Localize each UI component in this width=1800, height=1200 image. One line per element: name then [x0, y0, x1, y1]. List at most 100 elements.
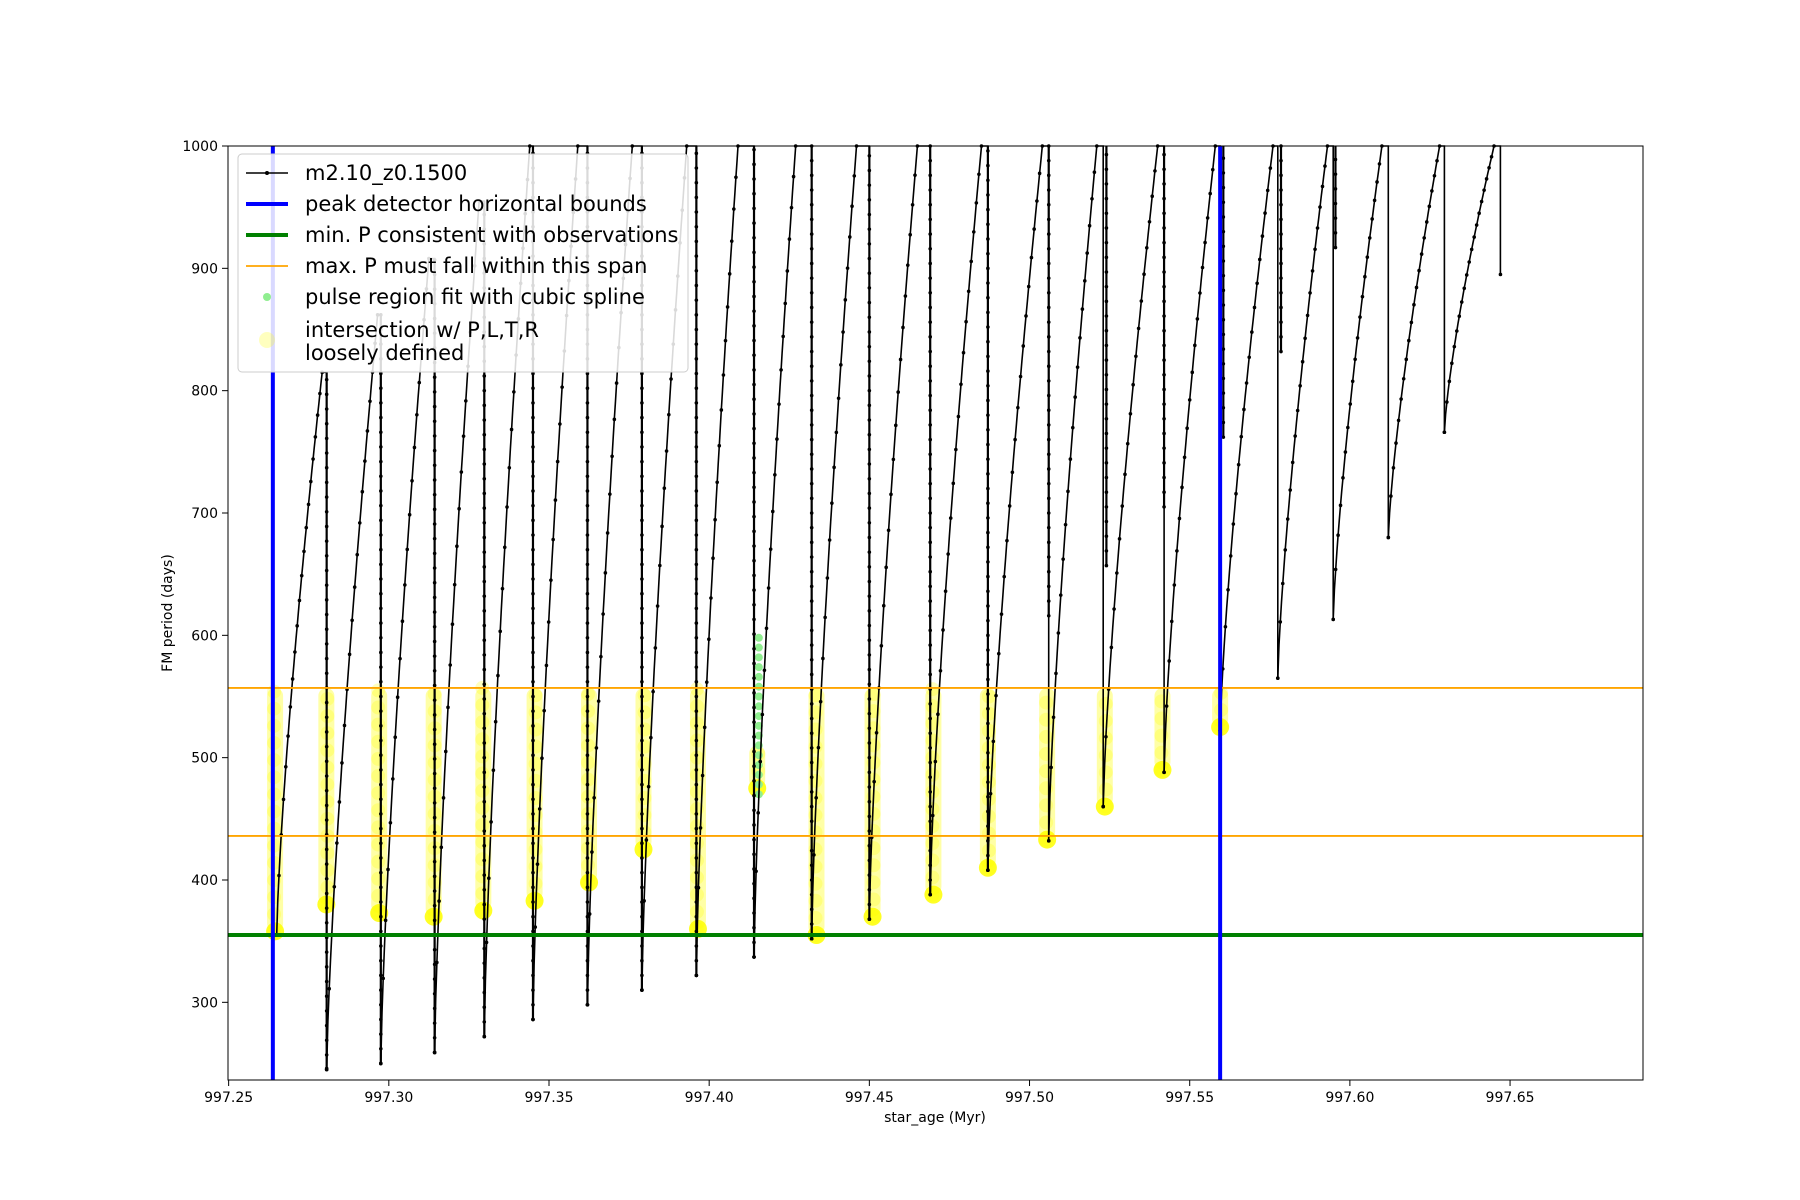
track-point	[867, 286, 872, 290]
track-point	[928, 878, 933, 882]
intersection-point	[528, 688, 543, 703]
track-point	[531, 958, 535, 963]
track-point	[1221, 420, 1226, 425]
track-point	[809, 746, 814, 750]
track-point	[585, 870, 590, 875]
track-point	[809, 790, 814, 794]
track-point	[986, 295, 990, 300]
track-point	[752, 544, 756, 548]
track-point	[783, 301, 788, 306]
track-point	[432, 404, 437, 409]
track-point	[694, 268, 699, 273]
track-point	[1046, 599, 1051, 603]
track-point	[432, 610, 437, 614]
x-tick-label: 997.40	[685, 1090, 734, 1106]
intersection-point	[925, 870, 940, 885]
track-point	[432, 536, 437, 541]
track-drop	[1162, 146, 1166, 509]
track-point	[1092, 170, 1097, 175]
track-point	[1333, 245, 1338, 250]
intersection-point	[580, 873, 599, 892]
track-point	[986, 237, 990, 241]
intersection-point	[637, 705, 652, 720]
track-point	[986, 501, 990, 506]
track-point	[505, 505, 509, 509]
track-point	[986, 809, 990, 814]
track-point	[585, 914, 590, 919]
track-point	[867, 198, 872, 202]
track-point	[1115, 571, 1119, 575]
y-tick-label: 500	[191, 751, 218, 767]
track-point	[1459, 300, 1464, 304]
track-point	[1104, 152, 1109, 157]
track-point	[379, 562, 383, 567]
track-point	[432, 771, 437, 776]
track-point	[585, 958, 590, 963]
track-point	[1162, 505, 1166, 509]
track-point	[827, 538, 832, 542]
track-point	[986, 369, 990, 373]
track-point	[1162, 270, 1166, 274]
intersection-point	[1039, 712, 1054, 727]
track-point	[1080, 307, 1085, 311]
track-point	[1422, 236, 1426, 240]
track-point	[313, 435, 318, 439]
track-point	[324, 906, 329, 910]
track-point	[379, 929, 383, 934]
track-point	[432, 580, 437, 585]
track-point	[752, 338, 756, 343]
track-point	[1104, 563, 1109, 568]
track-point	[585, 459, 590, 464]
track-point	[482, 594, 487, 598]
track-point	[1046, 320, 1051, 324]
track-point	[482, 667, 487, 672]
track-point	[1279, 335, 1283, 339]
track-point	[432, 698, 437, 702]
track-line	[1443, 145, 1502, 433]
legend-label: intersection w/ P,L,T,R	[305, 318, 539, 342]
track-point	[694, 166, 699, 170]
track-point	[1087, 223, 1092, 228]
track-point	[756, 811, 760, 815]
track-point	[809, 276, 814, 280]
track-point	[560, 385, 564, 389]
track-point	[951, 481, 956, 486]
track-point	[327, 986, 332, 991]
track-point	[752, 324, 756, 328]
track-point	[1353, 357, 1357, 362]
track-point	[531, 445, 535, 449]
track-point	[1169, 619, 1174, 624]
track-point	[1162, 475, 1166, 480]
track-point	[752, 955, 756, 959]
intersection-point	[525, 891, 544, 910]
track-point	[531, 680, 535, 684]
track-point	[1377, 162, 1382, 166]
track-point	[640, 988, 644, 992]
intersection-point	[371, 871, 386, 886]
track-drop	[1221, 146, 1226, 439]
legend-label: pulse region fit with cubic spline	[305, 285, 645, 309]
track-point	[928, 511, 933, 515]
track-point	[969, 259, 974, 264]
track-line	[1332, 145, 1390, 620]
track-point	[1343, 450, 1348, 454]
track-point	[482, 432, 487, 437]
track-point	[694, 650, 699, 655]
track-point	[379, 797, 383, 802]
track-point	[1051, 715, 1056, 720]
track-point	[1112, 607, 1116, 611]
track-point	[432, 419, 437, 424]
track-point	[928, 760, 933, 765]
y-ticks: 300 400 500 600 700 800 900 1000	[182, 139, 228, 1011]
track-point	[640, 958, 644, 963]
track-line	[275, 371, 328, 1070]
track-point	[432, 903, 437, 908]
track-point	[379, 430, 383, 435]
track-point	[1046, 467, 1051, 471]
track-point	[1407, 338, 1411, 343]
track-point	[324, 671, 329, 676]
track-point	[1310, 269, 1315, 273]
track-point	[809, 305, 814, 310]
track-point	[986, 545, 990, 550]
track-point	[531, 386, 535, 391]
